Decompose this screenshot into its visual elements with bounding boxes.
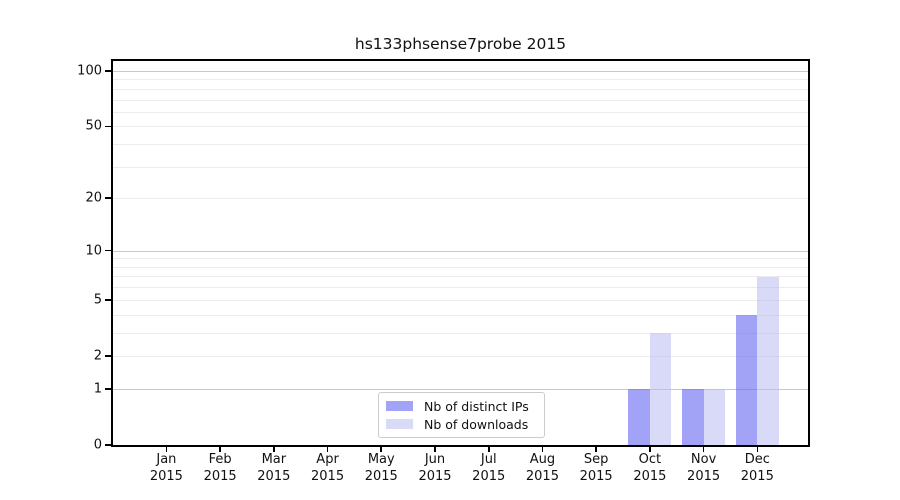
plot-area	[111, 59, 810, 447]
major-gridline	[113, 71, 808, 72]
x-tick-label: Feb 2015	[203, 452, 237, 484]
legend-item-distinct-ips: Nb of distinct IPs	[386, 399, 544, 414]
minor-gridline	[113, 258, 808, 260]
x-tick-label: Jul 2015	[472, 452, 506, 484]
x-tick-label: Jun 2015	[418, 452, 452, 484]
bar-downloads	[757, 276, 779, 445]
bar-downloads	[649, 332, 672, 445]
x-tick	[326, 447, 329, 452]
y-tick	[105, 197, 111, 200]
x-tick-label: Mar 2015	[257, 452, 291, 484]
x-tick	[165, 447, 168, 452]
y-tick	[105, 70, 111, 72]
y-tick	[105, 388, 111, 390]
legend-item-downloads: Nb of downloads	[386, 417, 544, 432]
minor-gridline	[113, 99, 808, 101]
y-tick-label: 5	[93, 292, 102, 308]
x-tick	[541, 447, 544, 452]
minor-gridline	[113, 79, 808, 81]
y-tick	[105, 125, 111, 128]
y-tick-label: 10	[85, 243, 102, 259]
y-tick-label: 2	[93, 348, 102, 364]
minor-gridline	[113, 355, 808, 357]
bar-distinct-ips	[735, 314, 758, 445]
x-tick-label: Apr 2015	[311, 452, 345, 484]
y-tick-label: 1	[93, 381, 102, 397]
y-tick-label: 20	[85, 190, 102, 206]
minor-gridline	[113, 314, 808, 316]
x-tick	[595, 447, 597, 452]
y-tick-label: 0	[93, 437, 102, 453]
y-tick-label: 100	[77, 63, 102, 79]
legend-swatch-distinct-ips	[386, 401, 413, 411]
legend-label-downloads: Nb of downloads	[424, 416, 529, 432]
y-tick	[105, 298, 111, 301]
x-tick-label: Aug 2015	[525, 452, 559, 484]
x-tick	[380, 447, 383, 452]
y-tick	[105, 249, 111, 252]
minor-gridline	[113, 266, 808, 268]
legend-swatch-downloads	[386, 419, 413, 429]
chart-title: hs133phsense7probe 2015	[354, 35, 567, 53]
minor-gridline	[113, 166, 808, 168]
bar-distinct-ips	[628, 388, 650, 445]
y-tick	[105, 355, 111, 357]
x-tick	[702, 447, 705, 452]
minor-gridline	[113, 88, 808, 90]
x-tick	[273, 447, 275, 452]
x-tick-label: Nov 2015	[687, 452, 721, 484]
bar-distinct-ips	[682, 388, 704, 445]
x-tick	[434, 447, 436, 452]
legend-label-distinct-ips: Nb of distinct IPs	[424, 398, 529, 414]
x-tick-label: Dec 2015	[740, 452, 774, 484]
minor-gridline	[113, 332, 808, 334]
major-gridline	[113, 250, 808, 252]
legend: Nb of distinct IPs Nb of downloads	[378, 392, 545, 438]
minor-gridline	[113, 299, 808, 301]
minor-gridline	[113, 144, 808, 146]
x-tick-label: Oct 2015	[633, 452, 667, 484]
y-tick-label: 50	[85, 118, 102, 134]
minor-gridline	[113, 276, 808, 278]
x-tick-label: Jan 2015	[149, 452, 183, 484]
x-tick	[487, 447, 490, 452]
y-tick	[105, 444, 111, 446]
x-tick	[756, 447, 759, 452]
plot-inner	[113, 61, 808, 445]
bar-downloads	[703, 388, 726, 445]
x-tick	[219, 447, 221, 452]
minor-gridline	[113, 287, 808, 289]
minor-gridline	[113, 111, 808, 113]
major-gridline	[113, 388, 808, 390]
minor-gridline	[113, 126, 808, 128]
x-tick-label: May 2015	[364, 452, 398, 484]
x-tick	[649, 447, 651, 452]
x-tick-label: Sep 2015	[579, 452, 613, 484]
minor-gridline	[113, 198, 808, 200]
